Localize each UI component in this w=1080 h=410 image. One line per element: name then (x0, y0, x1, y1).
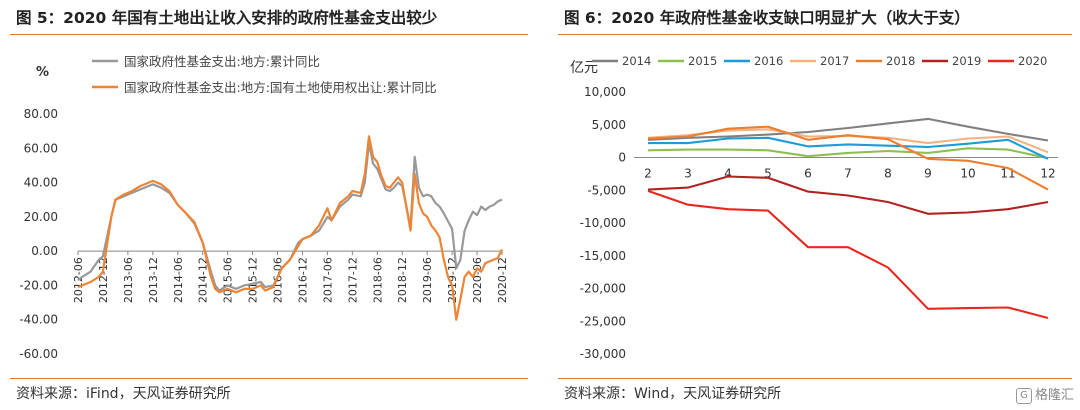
right-series-line-2014 (647, 117, 1049, 142)
right-x-tick-label: 3 (684, 167, 692, 181)
right-y-tick-label: -25,000 (580, 314, 626, 328)
right-legend-label-2020: 2020 (1018, 54, 1047, 68)
left-y-tick-label: 40.00 (24, 176, 58, 190)
left-x-tick-label: 2016-12 (296, 257, 309, 303)
left-x-tick-label: 2020-06 (471, 257, 484, 303)
left-x-tick-label: 2014-06 (172, 257, 185, 303)
right-y-tick-label: -10,000 (580, 216, 626, 230)
right-legend-label-2014: 2014 (622, 54, 651, 68)
left-x-tick-label: 2019-06 (421, 257, 434, 303)
right-legend-label-2015: 2015 (688, 54, 717, 68)
right-figure-title: 图 6：2020 年政府性基金收支缺口明显扩大（收大于支） (564, 9, 970, 27)
left-x-tick-label: 2015-06 (222, 257, 235, 303)
right-x-tick-label: 6 (804, 167, 812, 181)
left-source-rule (10, 378, 528, 379)
left-figure-panel: 图 5：2020 年国有土地出让收入安排的政府性基金支出较少 % 80.00 60.… (0, 0, 536, 410)
right-y-tick-label: 0 (618, 151, 626, 165)
left-x-tick-label: 2015-12 (247, 257, 260, 303)
left-x-tick-label: 2012-12 (97, 257, 110, 303)
left-x-tick-label: 2018-06 (371, 257, 384, 303)
right-x-tick-label: 12 (1040, 167, 1055, 181)
right-source-note: 资料来源：Wind，天风证券研究所 (564, 386, 782, 402)
right-legend-label-2016: 2016 (754, 54, 783, 68)
left-x-tick-label: 2014-12 (197, 257, 210, 303)
right-x-tick-label: 5 (764, 167, 772, 181)
left-x-tick-label: 2016-06 (272, 257, 285, 303)
left-chart: % 80.00 60.00 40.00 20.00 0.00 -20.00 -40.00 -60… (19, 54, 509, 361)
right-y-tick-label: -15,000 (580, 249, 626, 263)
right-title-rule (558, 34, 1072, 35)
left-x-tick-label: 2017-12 (346, 257, 359, 303)
right-chart: 亿元 10,000 5,000 0 -5,000 -10,000 -15,000 -20,00… (570, 54, 1058, 361)
right-x-tick-label: 10 (960, 167, 975, 181)
left-figure-title: 图 5：2020 年国有土地出让收入安排的政府性基金支出较少 (16, 9, 438, 27)
watermark-icon: G (1015, 387, 1032, 404)
left-x-tick-label: 2018-12 (396, 257, 409, 303)
left-y-tick-label: -40.00 (19, 313, 58, 327)
right-series-line-2020 (647, 189, 1049, 320)
right-x-tick-label: 7 (844, 167, 852, 181)
left-y-tick-label: 60.00 (24, 141, 58, 155)
right-x-tick-label: 2 (644, 167, 652, 181)
left-source-note: 资料来源：iFind，天风证券研究所 (16, 386, 231, 402)
right-series-line-2015 (647, 147, 1049, 160)
right-x-tick-label: 8 (884, 167, 892, 181)
left-series-line-1 (77, 141, 503, 292)
right-y-tick-label: 5,000 (592, 118, 626, 132)
right-series-line-2016 (648, 136, 1049, 160)
left-x-tick-label: 2013-12 (147, 257, 160, 303)
right-legend-label-2018: 2018 (886, 54, 915, 68)
right-y-tick-label: -5,000 (587, 183, 626, 197)
left-x-tick-label: 2020-12 (496, 257, 509, 303)
right-source-rule (558, 378, 1072, 379)
right-x-tick-label: 4 (724, 167, 732, 181)
left-y-tick-label: -60.00 (19, 347, 58, 361)
left-y-tick-label: 80.00 (24, 107, 58, 121)
right-unit-label: 亿元 (570, 60, 598, 76)
left-title-rule (10, 34, 528, 35)
right-series-line-2018 (647, 125, 1049, 191)
watermark-text: 格隆汇 (1034, 388, 1074, 403)
right-legend-label-2019: 2019 (952, 54, 981, 68)
left-legend-label-1: 国家政府性基金支出:地方:累计同比 (124, 54, 320, 69)
left-series-line-2 (77, 135, 503, 321)
left-legend-label-2: 国家政府性基金支出:地方:国有土地使用权出让:累计同比 (124, 80, 437, 95)
right-figure-panel: 图 6：2020 年政府性基金收支缺口明显扩大（收大于支） 亿元 10,000 5,… (548, 0, 1080, 410)
right-x-tick-label: 9 (924, 167, 932, 181)
left-unit-label: % (36, 65, 49, 80)
left-x-tick-label: 2013-06 (122, 257, 135, 303)
left-y-tick-label: 20.00 (24, 210, 58, 224)
right-series-line-2019 (647, 175, 1049, 215)
right-y-tick-label: 10,000 (584, 85, 626, 99)
right-y-tick-label: -30,000 (580, 347, 626, 361)
left-y-tick-label: -20.00 (19, 278, 58, 292)
right-legend-label-2017: 2017 (820, 54, 849, 68)
left-y-tick-label: 0.00 (31, 244, 58, 258)
left-x-tick-label: 2017-06 (321, 257, 334, 303)
watermark: G 格隆汇 (1015, 384, 1074, 404)
right-y-tick-label: -20,000 (580, 282, 626, 296)
